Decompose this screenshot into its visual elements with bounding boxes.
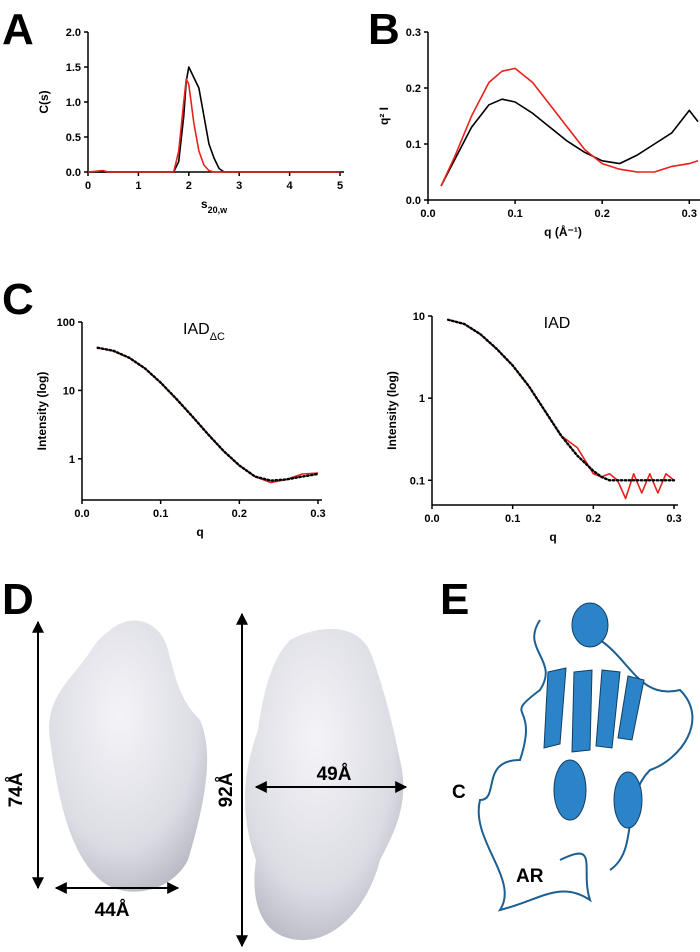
x-tick-label: 0.2 xyxy=(586,513,601,525)
y-tick-label: 100 xyxy=(57,317,75,329)
panel-letter: B xyxy=(368,5,400,54)
y-tick-label: 1.5 xyxy=(66,62,81,74)
x-tick-label: 2 xyxy=(186,180,192,192)
series-line xyxy=(446,318,676,482)
protein-ribbon xyxy=(477,619,694,912)
dimension-label: 44Å xyxy=(95,900,130,921)
y-axis-label: q² I xyxy=(377,107,391,125)
dimension-label: 49Å xyxy=(317,764,352,785)
panel-letter: E xyxy=(440,575,469,624)
x-axis-label: q (Å⁻¹) xyxy=(544,224,582,239)
series-line xyxy=(97,346,319,484)
x-tick-label: 0.1 xyxy=(507,208,522,220)
x-tick-label: 0 xyxy=(85,180,91,192)
y-tick-label: 0.0 xyxy=(406,195,421,207)
y-tick-label: 1.0 xyxy=(66,97,81,109)
y-tick-label: 0.2 xyxy=(406,83,421,95)
x-axis-label-sub: 20,w xyxy=(208,205,229,215)
x-axis-label-text: q xyxy=(549,530,556,544)
x-tick-label: 0.3 xyxy=(310,508,325,520)
y-axis-label: Intensity (log) xyxy=(385,371,399,450)
y-tick-label: 10 xyxy=(63,385,75,397)
x-tick-label: 0.0 xyxy=(74,508,89,520)
x-tick-label: 0.3 xyxy=(682,208,697,220)
envelope-shape xyxy=(49,620,208,892)
series-line xyxy=(447,318,675,500)
x-axis-label: q xyxy=(549,530,556,544)
panel-letter: C xyxy=(2,275,34,324)
x-tick-label: 0.1 xyxy=(153,508,168,520)
series-line xyxy=(88,66,340,173)
y-tick-label: 0.0 xyxy=(66,167,81,179)
x-tick-label: 0.1 xyxy=(505,513,520,525)
x-axis-label: q xyxy=(196,525,203,539)
protein-ribbon xyxy=(543,602,645,829)
y-tick-label: 0.3 xyxy=(406,27,421,39)
chart-title-text: IAD xyxy=(183,321,210,338)
x-axis-label-text: q xyxy=(196,525,203,539)
x-tick-label: 4 xyxy=(287,180,294,192)
series-line xyxy=(96,346,320,482)
y-tick-label: 0.1 xyxy=(410,475,425,487)
y-axis-label: C(s) xyxy=(37,90,51,113)
x-tick-label: 0.2 xyxy=(595,208,610,220)
y-tick-label: 10 xyxy=(413,311,425,323)
x-tick-label: 0.0 xyxy=(424,513,439,525)
series-line xyxy=(440,98,699,187)
panel-letter: D xyxy=(2,575,34,624)
x-tick-label: 3 xyxy=(236,180,242,192)
y-tick-label: 1 xyxy=(69,454,75,466)
dimension-label: 92Å xyxy=(216,772,237,807)
x-tick-label: 5 xyxy=(337,180,343,192)
y-axis-label: Intensity (log) xyxy=(35,372,49,451)
x-axis-label-text: q (Å⁻¹) xyxy=(544,224,582,239)
residue-label: AR xyxy=(516,866,544,887)
series-line xyxy=(440,67,699,187)
x-tick-label: 0.2 xyxy=(232,508,247,520)
x-axis-label-text: s xyxy=(201,197,208,211)
chart-title: IADΔC xyxy=(183,321,225,343)
y-tick-label: 1 xyxy=(419,393,425,405)
y-tick-label: 0.5 xyxy=(66,132,81,144)
y-tick-label: 2.0 xyxy=(66,27,81,39)
x-axis-label: s20,w xyxy=(201,197,228,215)
panel-letter: A xyxy=(2,5,34,54)
x-tick-label: 0.0 xyxy=(420,208,435,220)
x-tick-label: 0.3 xyxy=(666,513,681,525)
chart-title: IAD xyxy=(544,315,571,332)
x-tick-label: 1 xyxy=(135,180,141,192)
residue-label: C xyxy=(452,782,466,803)
dimension-label: 74Å xyxy=(6,772,27,807)
chart-title-sub: ΔC xyxy=(210,331,225,343)
y-tick-label: 0.1 xyxy=(406,139,421,151)
series-line xyxy=(87,78,340,173)
chart-title-text: IAD xyxy=(544,315,571,332)
